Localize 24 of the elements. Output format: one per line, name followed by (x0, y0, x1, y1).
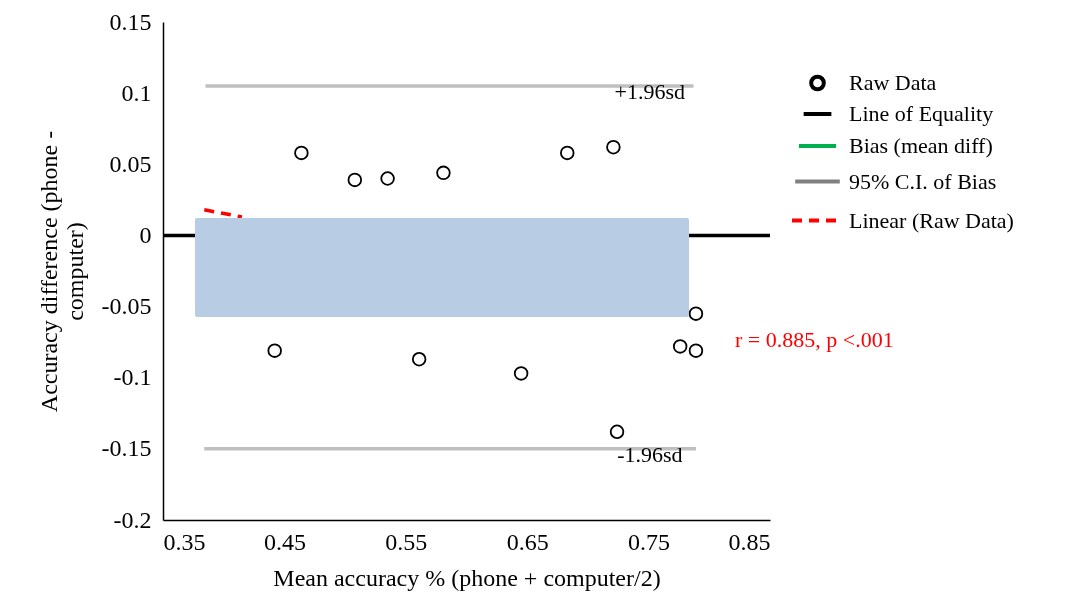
legend-label: Bias (mean diff) (849, 133, 993, 158)
x-tick-label: 0.85 (728, 528, 771, 555)
y-tick-label: -0.1 (113, 364, 152, 391)
annotation: -1.96sd (617, 441, 683, 467)
x-axis-title: Mean accuracy % (phone + computer/2) (273, 564, 661, 591)
annotation: r = 0.885, p <.001 (735, 327, 894, 352)
legend-label: Raw Data (849, 70, 937, 95)
y-tick-label: 0.15 (109, 8, 152, 35)
x-tick-label: 0.65 (506, 528, 549, 555)
y-tick-label: 0.05 (109, 150, 152, 177)
x-tick-label: 0.45 (263, 528, 306, 555)
y-tick-label: 0.1 (121, 79, 152, 106)
y-tick-label: -0.2 (113, 506, 152, 533)
annotation: +1.96sd (614, 79, 686, 105)
y-axis-title: Accuracy difference (phone - computer) (35, 130, 88, 413)
legend-label: Line of Equality (849, 101, 994, 126)
legend-label: Linear (Raw Data) (849, 207, 1014, 233)
y-tick-label: -0.15 (101, 435, 152, 462)
legend-label: 95% C.I. of Bias (849, 168, 997, 194)
x-tick-label: 0.55 (385, 528, 428, 555)
y-tick-label: 0 (139, 221, 152, 248)
y-tick-label: -0.05 (101, 293, 152, 320)
x-tick-label: 0.75 (628, 528, 671, 555)
x-tick-label: 0.35 (163, 528, 206, 555)
